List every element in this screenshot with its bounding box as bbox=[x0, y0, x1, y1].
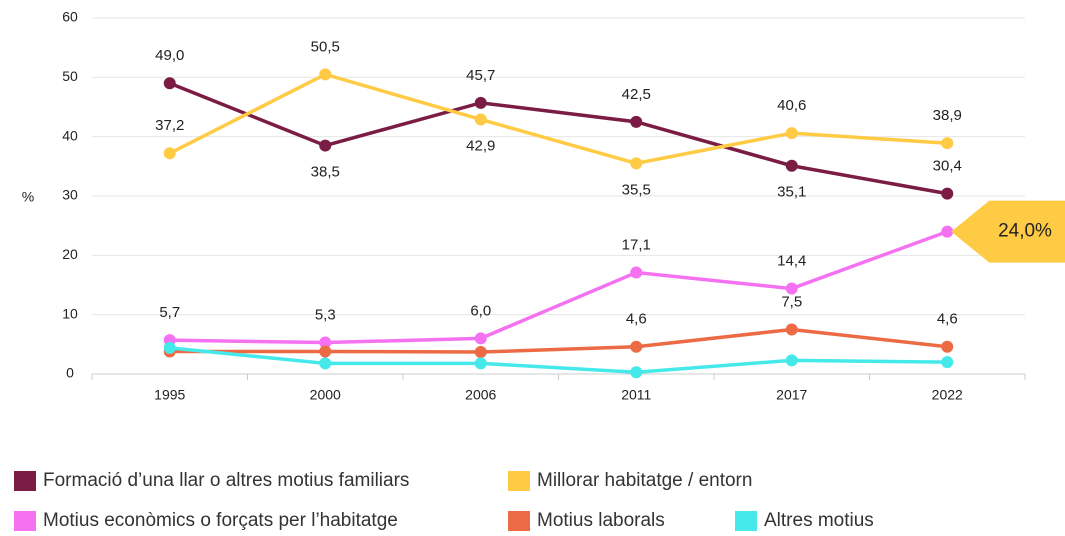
legend-label: Motius laborals bbox=[537, 510, 665, 531]
marker bbox=[474, 96, 487, 109]
data-label: 7,5 bbox=[781, 293, 802, 310]
data-label: 30,4 bbox=[933, 158, 962, 175]
data-label: 35,1 bbox=[777, 184, 806, 201]
y-tick-label: 20 bbox=[62, 246, 78, 262]
marker bbox=[630, 157, 643, 170]
data-label: 6,0 bbox=[470, 302, 491, 319]
marker bbox=[319, 336, 332, 349]
data-label: 45,7 bbox=[466, 67, 495, 84]
callout bbox=[951, 200, 1065, 263]
marker bbox=[941, 225, 954, 238]
marker bbox=[941, 187, 954, 200]
legend-swatch bbox=[14, 471, 36, 491]
data-label: 17,1 bbox=[622, 237, 651, 254]
legend-label: Motius econòmics o forçats per l’habitat… bbox=[43, 510, 398, 531]
line bbox=[169, 81, 948, 196]
legend-label: Formació d’una llar o altres motius fami… bbox=[43, 470, 409, 491]
data-label: 42,9 bbox=[466, 137, 495, 154]
data-label: 35,5 bbox=[622, 181, 651, 198]
marker bbox=[785, 127, 798, 140]
data-label: 4,6 bbox=[626, 311, 647, 328]
marker bbox=[474, 357, 487, 370]
legend-swatch bbox=[735, 511, 757, 531]
legend-swatch bbox=[508, 511, 530, 531]
data-label: 4,6 bbox=[937, 311, 958, 328]
marker bbox=[630, 115, 643, 128]
legend-swatch bbox=[508, 471, 530, 491]
callout-label: 24,0% bbox=[998, 221, 1052, 242]
marker bbox=[319, 68, 332, 81]
legend-swatch bbox=[14, 511, 36, 531]
data-label: 14,4 bbox=[777, 253, 806, 270]
marker bbox=[941, 356, 954, 369]
marker bbox=[785, 282, 798, 295]
marker bbox=[630, 340, 643, 353]
marker bbox=[474, 113, 487, 126]
y-tick-label: 30 bbox=[62, 187, 78, 203]
data-label: 5,7 bbox=[159, 304, 180, 321]
line bbox=[168, 72, 948, 166]
y-tick-label: 0 bbox=[66, 365, 74, 381]
y-tick-label: 10 bbox=[62, 305, 78, 321]
marker bbox=[163, 341, 176, 354]
data-label: 5,3 bbox=[315, 307, 336, 324]
legend-label: Altres motius bbox=[764, 510, 874, 531]
marker bbox=[474, 332, 487, 345]
marker bbox=[319, 345, 332, 358]
marker bbox=[785, 159, 798, 172]
data-label: 40,6 bbox=[777, 97, 806, 114]
legend-label: Millorar habitatge / entorn bbox=[537, 470, 752, 491]
marker bbox=[941, 340, 954, 353]
marker bbox=[319, 357, 332, 370]
marker bbox=[941, 137, 954, 150]
marker bbox=[474, 346, 487, 359]
data-label: 49,0 bbox=[155, 47, 184, 64]
line bbox=[169, 229, 948, 345]
x-tick-label: 2022 bbox=[932, 387, 963, 403]
x-tick-label: 2000 bbox=[310, 387, 341, 403]
marker bbox=[630, 266, 643, 279]
marker bbox=[163, 147, 176, 160]
marker bbox=[785, 323, 798, 336]
x-tick-label: 2011 bbox=[621, 387, 651, 403]
data-label: 50,5 bbox=[311, 38, 340, 55]
x-tick-label: 2006 bbox=[465, 387, 496, 403]
y-tick-label: 60 bbox=[62, 9, 78, 25]
line bbox=[169, 346, 948, 374]
data-label: 38,5 bbox=[311, 164, 340, 181]
marker bbox=[630, 366, 643, 379]
data-label: 38,9 bbox=[933, 107, 962, 124]
x-tick-label: 1995 bbox=[154, 387, 185, 403]
line bbox=[169, 327, 948, 354]
marker bbox=[785, 354, 798, 367]
data-label: 37,2 bbox=[155, 117, 184, 134]
data-label: 42,5 bbox=[622, 86, 651, 103]
marker bbox=[319, 139, 332, 152]
y-tick-label: 40 bbox=[62, 127, 78, 143]
x-tick-label: 2017 bbox=[776, 387, 807, 403]
y-axis-label: % bbox=[22, 189, 34, 205]
y-tick-label: 50 bbox=[62, 68, 78, 84]
marker bbox=[163, 77, 176, 90]
